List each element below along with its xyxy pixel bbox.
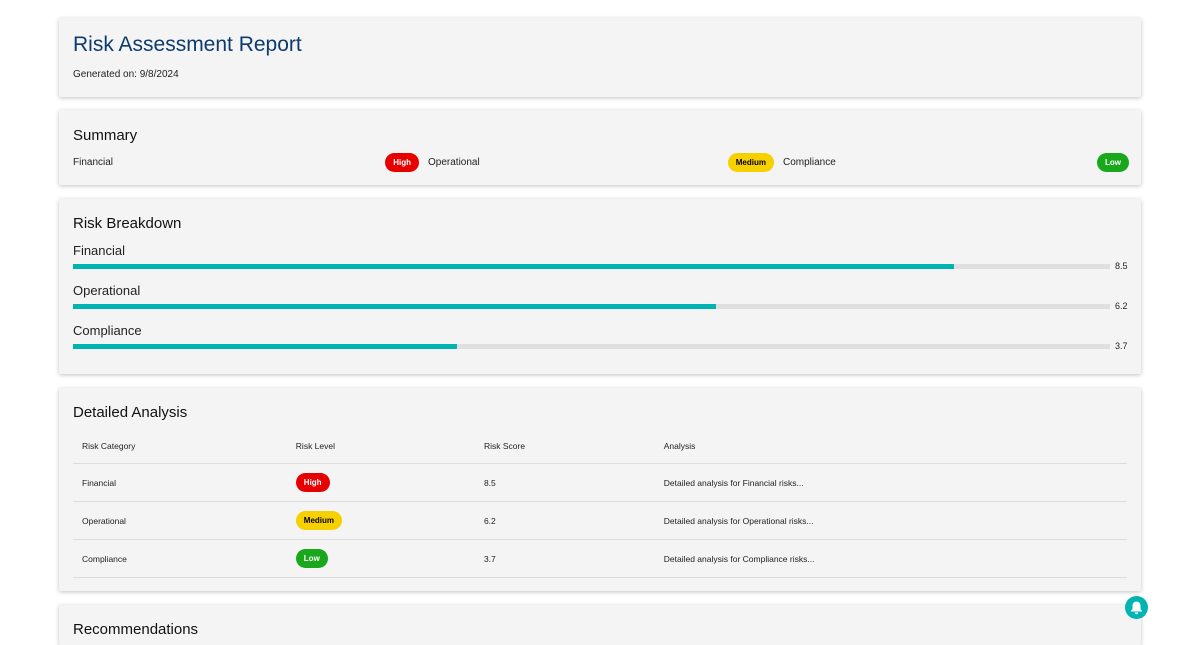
level-badge: Low xyxy=(295,549,328,568)
table-cell: Low xyxy=(286,539,475,578)
table-cell: Operational xyxy=(73,501,287,540)
table-cell: Detailed analysis for Compliance risks..… xyxy=(654,539,1127,578)
level-badge: High xyxy=(385,153,419,172)
table-cell: 6.2 xyxy=(474,501,655,540)
summary-category: Compliance xyxy=(783,157,836,168)
table-cell: Compliance xyxy=(73,539,287,578)
breakdown-label: Operational xyxy=(73,283,141,298)
generated-date: Generated on: 9/8/2024 xyxy=(73,69,179,80)
summary-item: Financial High xyxy=(73,153,419,172)
page: Risk Assessment Report Generated on: 9/8… xyxy=(59,18,1148,645)
breakdown-row: Compliance 3.7 xyxy=(73,323,1128,351)
breakdown-row: Financial 8.5 xyxy=(73,243,1128,271)
recommendations-card: Recommendations xyxy=(59,605,1141,645)
column-header: Risk Score xyxy=(474,428,655,464)
report-title: Risk Assessment Report xyxy=(73,33,302,56)
level-badge: Medium xyxy=(727,153,774,172)
breakdown-card: Risk Breakdown Financial 8.5 Operational 6.… xyxy=(59,199,1141,374)
breakdown-label: Financial xyxy=(73,243,126,258)
table-row: Operational Medium 6.2 Detailed analysis fo… xyxy=(73,501,1127,540)
level-badge: Medium xyxy=(295,511,343,530)
column-header: Risk Category xyxy=(73,428,287,464)
table-cell: Detailed analysis for Operational risks.… xyxy=(654,501,1127,540)
bar-track xyxy=(73,304,1110,309)
bar xyxy=(73,264,955,269)
header-row: Risk Category Risk Level Risk Score Analysi… xyxy=(73,428,1127,464)
table-row: Financial High 8.5 Detailed analysis for Fi… xyxy=(73,463,1127,502)
notification-button[interactable] xyxy=(1125,596,1148,619)
bar xyxy=(73,304,716,309)
bell-icon xyxy=(1131,601,1142,615)
summary-card: Summary Financial High Operational Medium Co… xyxy=(59,110,1141,185)
bar-value: 3.7 xyxy=(1115,341,1128,351)
summary-category: Operational xyxy=(428,157,480,168)
bar xyxy=(73,344,457,349)
table-cell: 3.7 xyxy=(474,539,655,578)
breakdown-label: Compliance xyxy=(73,323,142,338)
table-cell: Financial xyxy=(73,463,287,502)
bar-value: 8.5 xyxy=(1115,261,1128,271)
analysis-card: Detailed Analysis Risk Category Risk Leve… xyxy=(59,388,1141,591)
table-cell: High xyxy=(286,463,475,502)
table-cell: Medium xyxy=(286,501,475,540)
section-title: Risk Breakdown xyxy=(73,215,182,232)
table-cell: 8.5 xyxy=(474,463,655,502)
level-badge: Low xyxy=(1097,153,1129,172)
level-badge: High xyxy=(295,473,330,492)
bar-track xyxy=(73,344,1110,349)
section-title: Summary xyxy=(73,127,138,144)
bar-value: 6.2 xyxy=(1115,301,1128,311)
breakdown-row: Operational 6.2 xyxy=(73,283,1128,311)
header-card: Risk Assessment Report Generated on: 9/8… xyxy=(59,18,1141,97)
table-row: Compliance Low 3.7 Detailed analysis for Co… xyxy=(73,539,1127,578)
bar-track xyxy=(73,264,1110,269)
analysis-table: Risk Category Risk Level Risk Score Analysi… xyxy=(73,428,1127,578)
table-cell: Detailed analysis for Financial risks... xyxy=(654,463,1127,502)
section-title: Detailed Analysis xyxy=(73,404,188,421)
summary-category: Financial xyxy=(73,157,114,168)
summary-item: Compliance Low xyxy=(783,153,1129,172)
column-header: Analysis xyxy=(654,428,1127,464)
summary-item: Operational Medium xyxy=(428,153,774,172)
column-header: Risk Level xyxy=(286,428,475,464)
